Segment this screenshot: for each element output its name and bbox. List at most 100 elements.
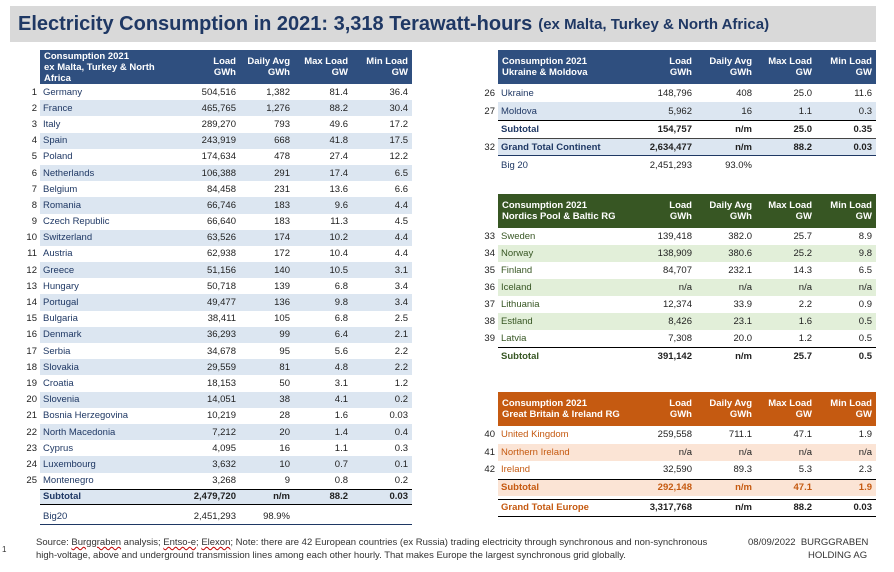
header-avg-unit: GWh [729,67,752,78]
table-header: Consumption 2021 Nordics Pool & Baltic RG… [498,194,876,228]
subtotal-row: Subtotal 292,148 n/m 47.1 1.9 [472,478,876,496]
row-index [10,508,40,526]
row-index: 4 [10,132,40,149]
table-row: 3 Italy 289,270 793 49.6 17.2 [10,116,412,133]
table-row: 2 France 465,765 1,276 88.2 30.4 [10,100,412,117]
row-max-load: 25.7 [793,350,813,362]
row-max-load: 17.4 [329,167,349,179]
row-min-load: 30.4 [389,102,409,114]
header-avg-unit: GWh [267,67,290,78]
table-row: 19 Croatia 18,153 50 3.1 1.2 [10,375,412,392]
row-name: Norway [501,248,534,259]
header-line-2: Nordics Pool & Baltic RG [502,211,616,222]
row-daily-avg: 793 [274,118,290,130]
row-name: Belgium [43,183,78,195]
row-min-load: 2.3 [858,464,872,476]
row-index: 35 [472,262,498,279]
row-name: Switzerland [43,232,93,244]
table-gb-ireland: Consumption 2021 Great Britain & Ireland … [472,392,876,517]
row-min-load: 4.4 [394,199,408,211]
row-cells: Subtotal 391,142 n/m 25.7 0.5 [498,347,876,364]
row-cells: Iceland n/a n/a n/a n/a [498,279,876,296]
row-index: 22 [10,423,40,441]
table-row: 14 Portugal 49,477 136 9.8 3.4 [10,294,412,311]
header-max-label: Max Load [768,398,812,409]
header-line-1: Consumption 2021 [502,398,587,409]
header-avg-cell: Daily Avg GWh [240,50,294,84]
row-name: Grand Total Europe [501,502,589,514]
row-cells: Austria 62,938 172 10.4 4.4 [40,246,412,262]
row-load: 62,938 [206,248,236,260]
row-min-load: 0.9 [858,299,872,310]
row-cells: Croatia 18,153 50 3.1 1.2 [40,375,412,391]
row-max-load: 1.4 [334,426,348,438]
row-index: 8 [10,197,40,214]
row-name: North Macedonia [43,426,116,438]
table-row: 4 Spain 243,919 668 41.8 17.5 [10,132,412,149]
row-index: 32 [472,138,498,156]
row-min-load: 4.4 [394,232,408,244]
table-row: 33 Sweden 139,418 382.0 25.7 8.9 [472,228,876,245]
row-cells: France 465,765 1,276 88.2 30.4 [40,100,412,117]
row-name: Subtotal [501,482,539,494]
header-min-cell: Min Load GW [816,194,876,228]
row-index: 24 [10,456,40,473]
row-index: 14 [10,294,40,311]
table-row: 22 North Macedonia 7,212 20 1.4 0.4 [10,423,412,441]
row-daily-avg: 10 [279,458,290,470]
row-index: 19 [10,375,40,392]
row-min-load: 0.2 [394,475,408,487]
row-cells: United Kingdom 259,558 711.1 47.1 1.9 [498,426,876,444]
table-row: 11 Austria 62,938 172 10.4 4.4 [10,245,412,263]
subtotal-row: Subtotal 2,479,720 n/m 88.2 0.03 [10,488,412,505]
table-row: 27 Moldova 5,962 16 1.1 0.3 [472,102,876,120]
row-load: 243,919 [201,135,236,147]
row-cells: Grand Total Continent 2,634,477 n/m 88.2 0.0… [498,138,876,156]
row-max-load: 9.8 [334,297,348,309]
row-daily-avg: 478 [274,151,290,163]
row-index: 13 [10,278,40,295]
table-row: 12 Greece 51,156 140 10.5 3.1 [10,262,412,279]
row-cells: Greece 51,156 140 10.5 3.1 [40,262,412,279]
row-name: Bosnia Herzegovina [43,410,129,422]
row-daily-avg: 711.1 [728,429,752,441]
row-daily-avg: 183 [274,216,290,228]
row-cells: Belgium 84,458 231 13.6 6.6 [40,181,412,197]
row-max-load: 1.6 [798,316,812,327]
row-name: Netherlands [43,167,95,179]
header-max-label: Max Load [768,56,812,67]
table-row: 6 Netherlands 106,388 291 17.4 6.5 [10,164,412,182]
row-name: Denmark [43,329,82,341]
row-daily-avg: 105 [274,313,290,325]
row-cells: Switzerland 63,526 174 10.2 4.4 [40,229,412,246]
row-daily-avg: 98.9% [263,510,290,522]
row-daily-avg: 95 [279,345,290,357]
row-daily-avg: 172 [274,248,290,260]
row-name: Moldova [501,105,537,117]
row-index [10,488,40,505]
source-burggraben: Burggraben [71,537,122,548]
row-index: 23 [10,440,40,457]
table-row: 26 Ukraine 148,796 408 25.0 11.6 [472,84,876,102]
row-name: Poland [43,151,73,163]
header-min-label: Min Load [366,56,408,67]
row-max-load: 1.6 [334,410,348,422]
header-min-unit: GW [855,67,872,78]
table-row: 16 Denmark 36,293 99 6.4 2.1 [10,326,412,343]
row-index: 37 [472,296,498,313]
row-max-load: 10.2 [329,232,349,244]
footer-source: Source: Burggraben analysis; Entso-e; El… [36,536,726,562]
row-name: Sweden [501,231,536,242]
table-row: 8 Romania 66,746 183 9.6 4.4 [10,197,412,214]
row-index: 27 [472,102,498,120]
header-load-cell: Load GWh [636,194,696,228]
row-load: 4,095 [212,442,236,454]
row-daily-avg: 50 [279,377,290,389]
row-cells: Finland 84,707 232.1 14.3 6.5 [498,262,876,279]
table-header: Consumption 2021 ex Malta, Turkey & North… [40,50,412,84]
row-index: 5 [10,148,40,165]
row-load: 49,477 [206,297,236,309]
row-daily-avg: 668 [274,135,290,147]
subtotal-row: Subtotal 154,757 n/m 25.0 0.35 [472,120,876,138]
row-load: 7,308 [668,333,692,344]
